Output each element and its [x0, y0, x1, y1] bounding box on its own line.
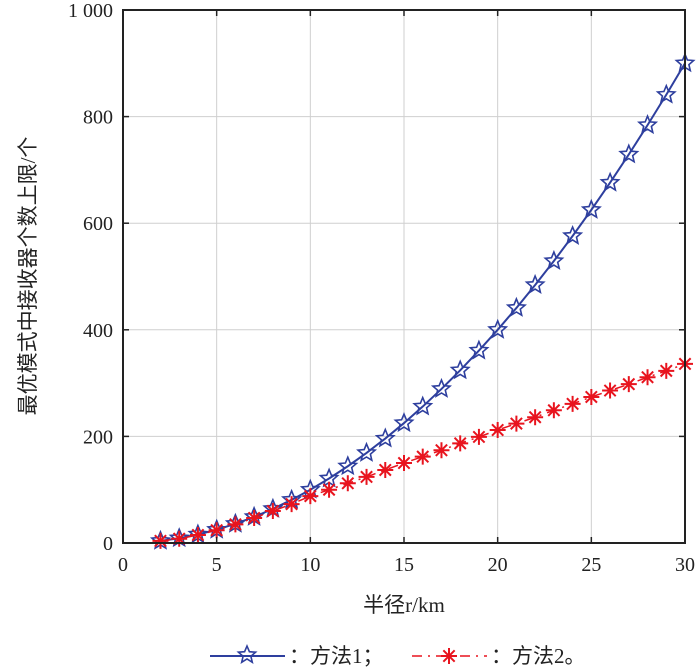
y-tick-label: 0	[103, 533, 113, 555]
y-tick-label: 200	[83, 426, 113, 448]
data-point-asterisk	[583, 388, 600, 405]
data-point-asterisk	[602, 382, 619, 399]
data-point-asterisk	[189, 527, 206, 544]
data-point-star	[505, 296, 527, 317]
data-point-asterisk	[545, 402, 562, 419]
legend: ：方法1； ：方法2。	[210, 643, 586, 668]
legend-item-method1: ：方法1；	[210, 643, 384, 668]
data-point-star	[637, 113, 659, 135]
data-point-star	[543, 249, 565, 270]
data-point-asterisk	[564, 395, 581, 412]
series-line-2	[160, 363, 686, 542]
series-line-1	[160, 62, 686, 542]
data-point-star	[393, 412, 415, 433]
data-point-asterisk	[489, 422, 506, 439]
data-point-asterisk	[246, 509, 263, 526]
x-tick-label: 10	[300, 554, 320, 576]
data-point-star	[374, 427, 396, 448]
data-point-star	[449, 359, 471, 380]
data-point-asterisk	[152, 532, 169, 549]
y-tick-label: 400	[83, 320, 113, 342]
data-point-star	[599, 171, 621, 192]
data-point-star	[580, 198, 602, 219]
x-tick-label: 5	[212, 554, 222, 576]
data-point-asterisk	[527, 409, 544, 426]
x-tick-label: 25	[581, 554, 601, 576]
x-tick-label: 15	[394, 554, 414, 576]
data-point-asterisk	[414, 448, 431, 465]
series-layer	[149, 52, 696, 550]
data-point-asterisk	[302, 488, 319, 505]
x-axis-label: 半径r/km	[363, 593, 445, 617]
legend-star-marker	[236, 643, 258, 665]
data-point-asterisk	[620, 376, 637, 393]
data-point-asterisk	[433, 442, 450, 459]
x-tick-label: 30	[675, 554, 695, 576]
data-point-asterisk	[283, 496, 300, 513]
data-point-asterisk	[639, 369, 656, 386]
y-tick-label: 800	[83, 107, 113, 129]
legend-label-method1: ：方法1；	[289, 644, 384, 668]
data-point-asterisk	[358, 468, 375, 485]
data-point-asterisk	[470, 428, 487, 445]
data-point-asterisk	[227, 516, 244, 533]
data-point-asterisk	[264, 503, 281, 520]
data-point-star	[655, 83, 677, 104]
data-point-star	[430, 377, 452, 398]
data-point-star	[468, 339, 490, 360]
data-point-star	[487, 318, 509, 339]
data-point-star	[618, 143, 640, 164]
y-tick-label: 1 000	[68, 0, 113, 22]
data-point-asterisk	[508, 415, 525, 432]
data-point-asterisk	[321, 481, 338, 498]
data-point-asterisk	[396, 455, 412, 472]
data-point-asterisk	[452, 435, 469, 452]
x-tick-label: 0	[118, 554, 128, 576]
data-point-asterisk	[377, 461, 394, 478]
data-point-star	[524, 273, 546, 294]
y-tick-label: 600	[83, 213, 113, 235]
data-point-star	[412, 395, 434, 416]
ticks: 0 5 10 15 20 25 30 0 200 400 600 800 1 000	[68, 0, 695, 576]
legend-item-method2: ：方法2。	[412, 644, 586, 668]
data-point-asterisk	[171, 530, 188, 547]
data-point-asterisk	[208, 522, 225, 539]
data-point-star	[356, 441, 378, 462]
data-point-star	[337, 455, 359, 476]
legend-label-method2: ：方法2。	[491, 644, 586, 668]
data-point-star	[562, 224, 584, 245]
data-point-asterisk	[339, 475, 356, 492]
x-tick-label: 20	[488, 554, 508, 576]
legend-asterisk-marker	[441, 648, 457, 664]
y-axis-label: 最优模式中接收器个数上限/个	[16, 137, 40, 416]
data-point-asterisk	[658, 362, 675, 379]
